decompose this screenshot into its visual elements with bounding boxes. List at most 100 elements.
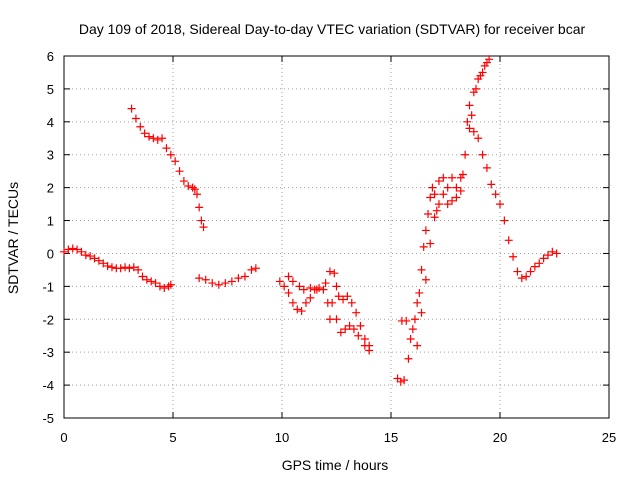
- data-point: [332, 282, 341, 291]
- chart-title: Day 109 of 2018, Sidereal Day-to-day VTE…: [79, 21, 586, 37]
- data-point: [535, 259, 544, 268]
- y-tick-label: -5: [42, 411, 54, 426]
- data-series: [60, 55, 561, 386]
- data-point: [428, 183, 437, 192]
- data-point: [356, 321, 365, 330]
- data-point: [463, 117, 472, 126]
- data-point: [81, 251, 90, 260]
- data-point: [452, 193, 461, 202]
- data-point: [325, 267, 334, 276]
- data-point: [334, 292, 343, 301]
- data-point: [354, 331, 363, 340]
- data-point: [293, 305, 302, 314]
- data-point: [404, 354, 413, 363]
- data-point: [179, 177, 188, 186]
- data-point: [517, 274, 526, 283]
- y-tick-label: 0: [47, 246, 54, 261]
- data-point: [482, 163, 491, 172]
- data-point: [192, 190, 201, 199]
- data-point: [288, 298, 297, 307]
- data-point: [413, 341, 422, 350]
- data-point: [434, 177, 443, 186]
- data-point: [234, 274, 243, 283]
- data-point: [275, 277, 284, 286]
- data-point: [543, 251, 552, 260]
- data-point: [284, 288, 293, 297]
- data-point: [393, 374, 402, 383]
- data-point: [448, 173, 457, 182]
- data-point: [456, 173, 465, 182]
- data-point: [352, 308, 361, 317]
- axis-ticks: 0 5 10 15 20 25 -5 -4 -3 -2 -1 0 1 2 3 4 5 6: [42, 49, 616, 445]
- data-point: [328, 298, 337, 307]
- data-point: [306, 293, 315, 302]
- data-point: [332, 315, 341, 324]
- data-point: [513, 267, 522, 276]
- data-point: [426, 193, 435, 202]
- x-tick-label: 0: [60, 430, 67, 445]
- y-tick-label: 5: [47, 82, 54, 97]
- data-point: [284, 272, 293, 281]
- data-point: [365, 346, 374, 355]
- data-point: [299, 285, 308, 294]
- data-point: [297, 307, 306, 316]
- y-tick-label: -2: [42, 312, 54, 327]
- data-point: [522, 272, 531, 281]
- data-point: [129, 263, 138, 272]
- data-point: [474, 134, 483, 143]
- data-point: [208, 279, 217, 288]
- data-point: [443, 183, 452, 192]
- data-point: [153, 135, 162, 144]
- data-point: [504, 236, 513, 245]
- data-point: [336, 328, 345, 337]
- data-point: [240, 272, 249, 281]
- data-point: [421, 226, 430, 235]
- data-point: [158, 134, 167, 143]
- data-point: [315, 284, 324, 293]
- data-point: [461, 150, 470, 159]
- data-point: [107, 263, 116, 272]
- data-point: [166, 150, 175, 159]
- data-point: [151, 279, 160, 288]
- data-point: [406, 335, 415, 344]
- y-tick-label: -3: [42, 345, 54, 360]
- data-point: [478, 68, 487, 77]
- data-point: [64, 245, 73, 254]
- data-point: [402, 316, 411, 325]
- data-point: [485, 55, 494, 64]
- data-point: [99, 259, 108, 268]
- data-point: [341, 325, 350, 334]
- data-point: [424, 209, 433, 218]
- data-point: [140, 129, 149, 138]
- data-point: [227, 277, 236, 286]
- data-point: [491, 190, 500, 199]
- data-point: [138, 272, 147, 281]
- data-point: [60, 247, 68, 256]
- data-point: [125, 264, 134, 273]
- data-point: [142, 275, 151, 284]
- data-point: [417, 265, 426, 274]
- data-point: [443, 200, 452, 209]
- data-point: [339, 295, 348, 304]
- data-point: [415, 288, 424, 297]
- data-point: [131, 114, 140, 123]
- data-point: [312, 285, 321, 294]
- x-tick-label: 20: [493, 430, 507, 445]
- data-point: [400, 376, 409, 385]
- grid: [64, 56, 609, 418]
- data-point: [147, 277, 156, 286]
- data-point: [408, 325, 417, 334]
- data-point: [539, 254, 548, 263]
- data-point: [552, 249, 561, 258]
- data-point: [288, 277, 297, 286]
- data-point: [500, 216, 509, 225]
- data-point: [330, 269, 339, 278]
- plot-frame: [63, 55, 610, 419]
- y-tick-label: 2: [47, 181, 54, 196]
- data-point: [434, 200, 443, 209]
- data-point: [136, 122, 145, 131]
- data-point: [160, 284, 169, 293]
- data-point: [134, 265, 143, 274]
- data-point: [73, 245, 82, 254]
